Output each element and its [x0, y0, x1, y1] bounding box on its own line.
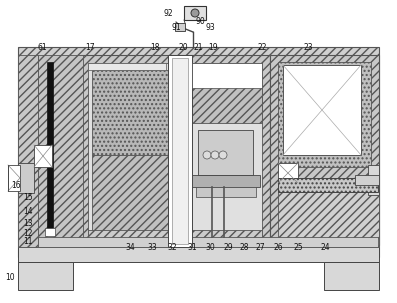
- Bar: [80, 55, 270, 245]
- Bar: [38, 237, 378, 247]
- Text: 25: 25: [293, 244, 303, 252]
- Bar: [278, 192, 379, 247]
- Text: 10: 10: [5, 274, 15, 282]
- Text: 19: 19: [208, 44, 218, 52]
- Bar: [368, 165, 379, 195]
- Text: 22: 22: [257, 44, 267, 52]
- Text: 16: 16: [11, 181, 21, 189]
- Text: 17: 17: [85, 44, 95, 52]
- Bar: [175, 23, 185, 31]
- Text: 20: 20: [178, 44, 188, 52]
- Text: 26: 26: [273, 244, 283, 252]
- Text: 23: 23: [303, 44, 313, 52]
- Text: 91: 91: [171, 22, 181, 32]
- Text: 27: 27: [255, 244, 265, 252]
- Bar: [184, 6, 206, 20]
- Bar: [92, 155, 170, 235]
- Circle shape: [219, 151, 227, 159]
- Text: 61: 61: [37, 44, 47, 52]
- Text: 34: 34: [125, 244, 135, 252]
- Text: 28: 28: [239, 244, 249, 252]
- Text: 33: 33: [147, 244, 157, 252]
- Bar: [8, 165, 20, 191]
- Bar: [88, 63, 262, 237]
- Bar: [278, 163, 298, 183]
- Bar: [18, 47, 379, 257]
- Bar: [196, 187, 256, 197]
- Text: 11: 11: [23, 238, 33, 247]
- Bar: [18, 262, 73, 290]
- Bar: [34, 145, 52, 167]
- Bar: [18, 163, 34, 193]
- Bar: [172, 58, 188, 244]
- Bar: [192, 175, 260, 187]
- Bar: [18, 55, 38, 247]
- Text: 31: 31: [187, 244, 197, 252]
- Circle shape: [191, 9, 199, 17]
- Bar: [88, 230, 262, 242]
- Circle shape: [203, 151, 211, 159]
- Bar: [92, 70, 170, 155]
- Bar: [168, 55, 192, 247]
- Bar: [355, 175, 379, 185]
- Text: 32: 32: [167, 244, 177, 252]
- Bar: [278, 62, 371, 167]
- Text: 12: 12: [23, 228, 33, 238]
- Bar: [278, 178, 378, 192]
- Text: 21: 21: [193, 44, 203, 52]
- Text: 30: 30: [205, 244, 215, 252]
- Bar: [192, 63, 262, 88]
- Bar: [270, 55, 379, 245]
- Text: 90: 90: [195, 18, 205, 26]
- Bar: [47, 62, 53, 232]
- Bar: [283, 65, 361, 155]
- Text: 18: 18: [150, 44, 160, 52]
- Text: 13: 13: [23, 219, 33, 228]
- Text: 29: 29: [223, 244, 233, 252]
- Text: 24: 24: [320, 244, 330, 252]
- Bar: [192, 63, 262, 123]
- Bar: [88, 63, 166, 70]
- Bar: [324, 262, 379, 290]
- Circle shape: [211, 151, 219, 159]
- Text: 92: 92: [163, 9, 173, 18]
- Text: 15: 15: [23, 192, 33, 201]
- Bar: [198, 130, 253, 175]
- Text: 93: 93: [205, 22, 215, 32]
- Bar: [45, 228, 55, 236]
- Text: 14: 14: [23, 207, 33, 215]
- Bar: [18, 247, 379, 262]
- Bar: [38, 55, 83, 247]
